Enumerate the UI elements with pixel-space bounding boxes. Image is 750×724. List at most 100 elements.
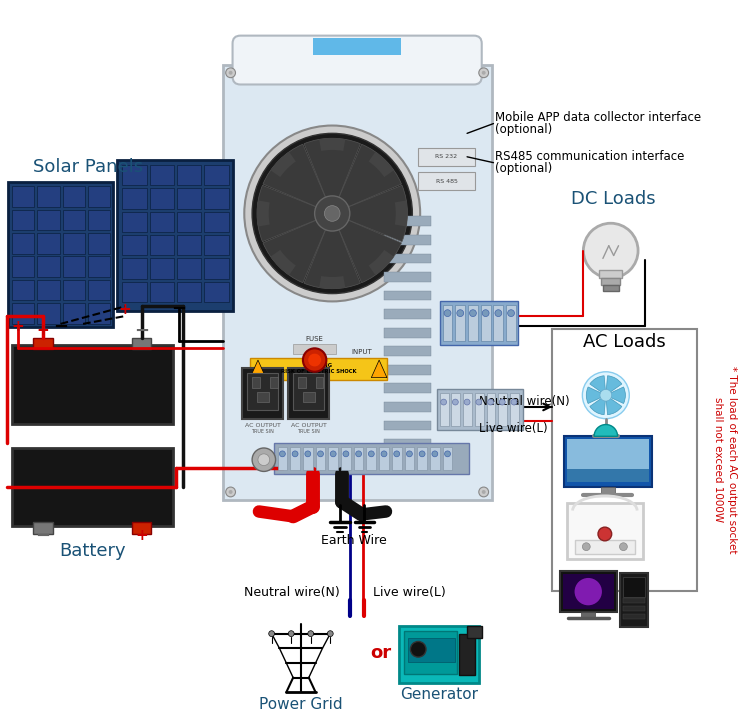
Bar: [560, 571, 616, 613]
Bar: [459, 634, 475, 675]
Wedge shape: [339, 144, 401, 207]
Circle shape: [620, 543, 627, 550]
Text: Battery: Battery: [59, 542, 126, 560]
Circle shape: [330, 451, 336, 457]
Text: Generator: Generator: [400, 687, 478, 702]
Bar: [442, 306, 452, 342]
Wedge shape: [263, 144, 326, 207]
Bar: [257, 392, 268, 402]
Bar: [149, 188, 174, 209]
Circle shape: [445, 451, 451, 457]
Bar: [177, 258, 201, 279]
Text: Solar Panels: Solar Panels: [33, 158, 143, 176]
Bar: [384, 346, 431, 356]
Circle shape: [258, 454, 270, 466]
Bar: [122, 258, 146, 279]
Bar: [288, 368, 329, 418]
Bar: [562, 574, 614, 609]
Circle shape: [229, 71, 232, 75]
Circle shape: [444, 310, 451, 316]
Circle shape: [381, 451, 387, 457]
Wedge shape: [369, 152, 394, 177]
Bar: [62, 256, 85, 277]
Bar: [417, 447, 427, 471]
Circle shape: [476, 399, 482, 405]
Text: DC Loads: DC Loads: [572, 190, 656, 208]
Bar: [419, 172, 475, 190]
Text: INPUT: INPUT: [351, 349, 372, 355]
Bar: [452, 393, 460, 426]
Text: −: −: [171, 300, 187, 319]
Bar: [177, 188, 201, 209]
Bar: [88, 209, 110, 230]
Bar: [62, 280, 85, 300]
Circle shape: [226, 487, 236, 497]
Bar: [132, 337, 152, 349]
Bar: [436, 390, 523, 430]
Bar: [455, 306, 465, 342]
Text: −: −: [134, 321, 149, 340]
Bar: [623, 606, 645, 611]
Text: FUSE: FUSE: [306, 335, 323, 342]
Text: Power Grid: Power Grid: [260, 697, 343, 712]
Bar: [12, 280, 34, 300]
Bar: [149, 282, 174, 303]
Bar: [251, 358, 387, 379]
Text: AC OUTPUT: AC OUTPUT: [291, 423, 327, 428]
Text: AC OUTPUT: AC OUTPUT: [245, 423, 280, 428]
Circle shape: [268, 631, 274, 636]
Bar: [464, 393, 472, 426]
Circle shape: [508, 310, 515, 316]
Bar: [62, 209, 85, 230]
Bar: [599, 270, 622, 278]
Bar: [620, 573, 648, 627]
Bar: [12, 256, 34, 277]
Polygon shape: [251, 360, 266, 378]
Wedge shape: [320, 276, 345, 289]
Bar: [248, 373, 278, 410]
Bar: [293, 345, 336, 354]
Bar: [177, 164, 201, 185]
Bar: [442, 447, 452, 471]
Bar: [122, 164, 146, 185]
Bar: [38, 233, 59, 253]
Bar: [12, 448, 173, 526]
Bar: [177, 282, 201, 303]
Text: RS 232: RS 232: [436, 154, 457, 159]
Text: +: +: [118, 302, 131, 316]
Bar: [122, 211, 146, 232]
Text: +: +: [11, 319, 24, 334]
Bar: [38, 186, 59, 206]
Bar: [38, 256, 59, 277]
Circle shape: [308, 353, 322, 367]
Circle shape: [464, 399, 470, 405]
Circle shape: [457, 310, 464, 316]
Circle shape: [410, 641, 426, 657]
Bar: [149, 235, 174, 256]
Bar: [498, 393, 507, 426]
Wedge shape: [590, 376, 606, 395]
Bar: [354, 447, 364, 471]
Wedge shape: [339, 220, 401, 283]
Bar: [384, 365, 431, 375]
Circle shape: [583, 371, 629, 418]
Circle shape: [482, 310, 489, 316]
Text: Neutral wire(N): Neutral wire(N): [478, 395, 569, 408]
Text: (optional): (optional): [496, 162, 553, 175]
Circle shape: [325, 206, 340, 222]
Bar: [38, 209, 59, 230]
Bar: [149, 211, 174, 232]
Circle shape: [304, 451, 310, 457]
Bar: [316, 447, 326, 471]
Bar: [12, 209, 34, 230]
Circle shape: [482, 71, 486, 75]
Text: WARNING
RISK OF ELECTRIC SHOCK: WARNING RISK OF ELECTRIC SHOCK: [280, 363, 356, 374]
Bar: [384, 421, 431, 430]
Bar: [384, 439, 431, 449]
Bar: [567, 468, 649, 482]
Bar: [12, 303, 34, 324]
Wedge shape: [257, 185, 316, 242]
Bar: [506, 306, 516, 342]
Text: TRUE SIN: TRUE SIN: [297, 429, 320, 434]
Bar: [177, 235, 201, 256]
